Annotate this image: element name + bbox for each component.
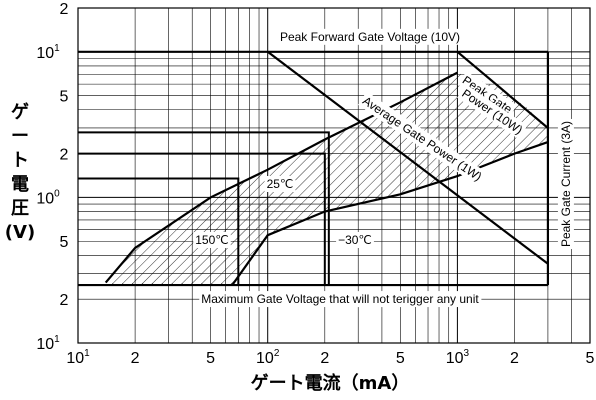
- y-tick-label: 2: [60, 1, 69, 18]
- x-tick-label: 2: [320, 350, 329, 367]
- y-axis-label-char: ー: [11, 126, 29, 147]
- y-tick-label: 2: [60, 147, 69, 164]
- power-curve: [267, 50, 549, 265]
- upper-characteristic-curve: [104, 71, 458, 284]
- x-tick-label: 102: [256, 348, 280, 367]
- peak-forward-gate-voltage-label: Peak Forward Gate Voltage (10V): [280, 30, 460, 44]
- peak-gate-current-label-bg: [557, 118, 574, 250]
- x-tick-exponent: 2: [274, 348, 280, 359]
- peak-gate-power-label-bg: [457, 84, 528, 140]
- limit-lines: [78, 50, 550, 287]
- temperature-boundary: [78, 131, 330, 286]
- lower-characteristic-curve: [231, 141, 549, 286]
- characteristic-curves: [104, 71, 549, 286]
- x-tick-label: 5: [586, 350, 595, 367]
- max-gate-voltage-label-bg: [199, 291, 482, 308]
- x-axis-ticks: 101 2 5 102 2 5 103 2 5: [66, 348, 594, 367]
- plot-frame: [77, 7, 591, 344]
- temperature-boundary: [78, 177, 240, 286]
- y-tick-exponent: 1: [54, 43, 60, 54]
- y-tick-label: 2: [60, 292, 69, 309]
- power-curve: [456, 50, 549, 129]
- hatched-region: [105, 72, 548, 286]
- temperature-label-bg: [336, 232, 374, 248]
- temperature-label: −30℃: [338, 233, 372, 247]
- x-tick-exponent: 1: [84, 348, 90, 359]
- temperature-label: 150℃: [195, 233, 229, 247]
- y-tick-exponent: 1: [54, 334, 60, 345]
- x-tick-label: 103: [446, 348, 470, 367]
- x-tick-label: 2: [510, 350, 519, 367]
- y-tick-exponent: 0: [54, 188, 60, 199]
- y-tick-label: 101: [36, 43, 60, 62]
- y-tick-label: 5: [60, 89, 69, 106]
- temperature-boundary: [78, 152, 326, 286]
- y-tick-label: 5: [60, 234, 69, 251]
- x-axis-label: ゲート電流（mA）: [251, 372, 410, 394]
- x-tick-label: 5: [206, 350, 215, 367]
- temperature-label-bg: [264, 176, 296, 192]
- peak-gate-power-label-bg: [457, 71, 518, 119]
- x-tick-label: 101: [66, 348, 90, 367]
- x-tick-label: 2: [131, 350, 140, 367]
- y-axis-label-char: 電: [11, 174, 29, 195]
- y-axis-label-char: ゲ: [11, 101, 29, 123]
- peak-gate-current-label: Peak Gate Current (3A): [559, 121, 573, 247]
- y-axis-label-char: ト: [11, 150, 29, 171]
- x-tick-exponent: 3: [464, 348, 470, 359]
- y-tick-label: 100: [36, 188, 60, 207]
- temperature-label: 25℃: [267, 177, 294, 191]
- max-gate-voltage-label: Maximum Gate Voltage that will not terig…: [201, 292, 479, 306]
- temperature-label-bg: [193, 232, 231, 248]
- average-gate-power-label-bg: [357, 91, 487, 186]
- x-tick-label: 5: [396, 350, 405, 367]
- y-axis-label-char: 圧: [11, 198, 29, 219]
- y-axis-label-char: (V): [5, 222, 35, 243]
- peak-forward-gate-voltage-label-bg: [277, 28, 463, 45]
- y-tick-label: 101: [36, 334, 60, 353]
